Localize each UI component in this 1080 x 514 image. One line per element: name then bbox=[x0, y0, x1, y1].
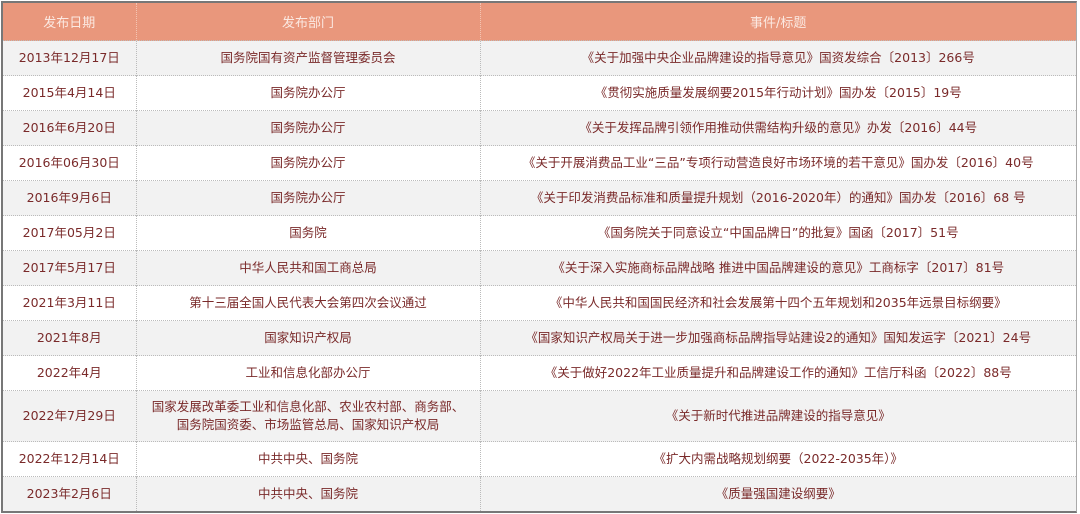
cell-department: 中华人民共和国工商总局 bbox=[135, 250, 480, 286]
table-row: 2013年12月17日 国务院国有资产监督管理委员会 《关于加强中央企业品牌建设的指… bbox=[3, 40, 1076, 76]
cell-department: 国家发展改革委工业和信息化部、农业农村部、商务部、国务院国资委、市场监管总局、国… bbox=[135, 390, 480, 442]
cell-department: 国务院办公厅 bbox=[135, 180, 480, 216]
header-date: 发布日期 bbox=[3, 3, 136, 41]
table-row: 2017年05月2日 国务院 《国务院关于同意设立“中国品牌日”的批复》国函〔201… bbox=[3, 215, 1076, 251]
cell-department: 国务院办公厅 bbox=[135, 110, 480, 146]
cell-event: 《关于做好2022年工业质量提升和品牌建设工作的通知》工信厅科函〔2022〕88… bbox=[479, 355, 1076, 391]
cell-event: 《中华人民共和国国民经济和社会发展第十四个五年规划和2035年远景目标纲要》 bbox=[479, 285, 1076, 321]
cell-department: 国家知识产权局 bbox=[135, 320, 480, 356]
cell-date: 2015年4月14日 bbox=[3, 75, 136, 111]
cell-date: 2013年12月17日 bbox=[3, 40, 136, 76]
cell-date: 2017年05月2日 bbox=[3, 215, 136, 251]
cell-date: 2016年6月20日 bbox=[3, 110, 136, 146]
cell-department: 国务院 bbox=[135, 215, 480, 251]
cell-date: 2017年5月17日 bbox=[3, 250, 136, 286]
table-row: 2023年2月6日 中共中央、国务院 《质量强国建设纲要》 bbox=[3, 476, 1076, 511]
policy-table: 发布日期 发布部门 事件/标题 2013年12月17日 国务院国有资产监督管理委员… bbox=[3, 3, 1076, 511]
cell-event: 《国务院关于同意设立“中国品牌日”的批复》国函〔2017〕51号 bbox=[479, 215, 1076, 251]
cell-department: 中共中央、国务院 bbox=[135, 476, 480, 511]
table-row: 2022年4月 工业和信息化部办公厅 《关于做好2022年工业质量提升和品牌建设工作… bbox=[3, 355, 1076, 391]
cell-event: 《关于新时代推进品牌建设的指导意见》 bbox=[479, 390, 1076, 442]
table-row: 2021年3月11日 第十三届全国人民代表大会第四次会议通过 《中华人民共和国国民经… bbox=[3, 285, 1076, 321]
cell-event: 《扩大内需战略规划纲要（2022-2035年）》 bbox=[479, 441, 1076, 477]
cell-department: 工业和信息化部办公厅 bbox=[135, 355, 480, 391]
cell-department: 国务院办公厅 bbox=[135, 145, 480, 181]
table-row: 2017年5月17日 中华人民共和国工商总局 《关于深入实施商标品牌战略 推进中国品… bbox=[3, 250, 1076, 286]
cell-event: 《关于印发消费品标准和质量提升规划（2016-2020年）的通知》国办发〔201… bbox=[479, 180, 1076, 216]
cell-event: 《关于发挥品牌引领作用推动供需结构升级的意见》办发〔2016〕44号 bbox=[479, 110, 1076, 146]
table-row: 2022年12月14日 中共中央、国务院 《扩大内需战略规划纲要（2022-2035… bbox=[3, 441, 1076, 477]
cell-event: 《关于开展消费品工业“三品”专项行动营造良好市场环境的若干意见》国办发〔2016… bbox=[479, 145, 1076, 181]
table-row: 2016年6月20日 国务院办公厅 《关于发挥品牌引领作用推动供需结构升级的意见》办… bbox=[3, 110, 1076, 146]
header-department: 发布部门 bbox=[135, 3, 480, 41]
cell-date: 2016年9月6日 bbox=[3, 180, 136, 216]
cell-date: 2016年06月30日 bbox=[3, 145, 136, 181]
table-header-row: 发布日期 发布部门 事件/标题 bbox=[3, 3, 1076, 41]
cell-department: 国务院办公厅 bbox=[135, 75, 480, 111]
cell-event: 《关于加强中央企业品牌建设的指导意见》国资发综合〔2013〕266号 bbox=[479, 40, 1076, 76]
cell-event: 《质量强国建设纲要》 bbox=[479, 476, 1076, 511]
table-row: 2021年8月 国家知识产权局 《国家知识产权局关于进一步加强商标品牌指导站建设2的… bbox=[3, 320, 1076, 356]
cell-date: 2022年7月29日 bbox=[3, 390, 136, 442]
table-row: 2016年06月30日 国务院办公厅 《关于开展消费品工业“三品”专项行动营造良好市… bbox=[3, 145, 1076, 181]
header-event: 事件/标题 bbox=[479, 3, 1076, 41]
table-row: 2022年7月29日 国家发展改革委工业和信息化部、农业农村部、商务部、国务院国资… bbox=[3, 390, 1076, 442]
cell-department: 国务院国有资产监督管理委员会 bbox=[135, 40, 480, 76]
cell-date: 2022年4月 bbox=[3, 355, 136, 391]
cell-event: 《国家知识产权局关于进一步加强商标品牌指导站建设2的通知》国知发运字〔2021〕… bbox=[479, 320, 1076, 356]
table-row: 2015年4月14日 国务院办公厅 《贯彻实施质量发展纲要2015年行动计划》国办发… bbox=[3, 75, 1076, 111]
cell-date: 2021年3月11日 bbox=[3, 285, 136, 321]
cell-date: 2022年12月14日 bbox=[3, 441, 136, 477]
cell-date: 2023年2月6日 bbox=[3, 476, 136, 511]
cell-department: 中共中央、国务院 bbox=[135, 441, 480, 477]
cell-event: 《关于深入实施商标品牌战略 推进中国品牌建设的意见》工商标字〔2017〕81号 bbox=[479, 250, 1076, 286]
table-row: 2016年9月6日 国务院办公厅 《关于印发消费品标准和质量提升规划（2016-20… bbox=[3, 180, 1076, 216]
cell-event: 《贯彻实施质量发展纲要2015年行动计划》国办发〔2015〕19号 bbox=[479, 75, 1076, 111]
cell-date: 2021年8月 bbox=[3, 320, 136, 356]
cell-department: 第十三届全国人民代表大会第四次会议通过 bbox=[135, 285, 480, 321]
